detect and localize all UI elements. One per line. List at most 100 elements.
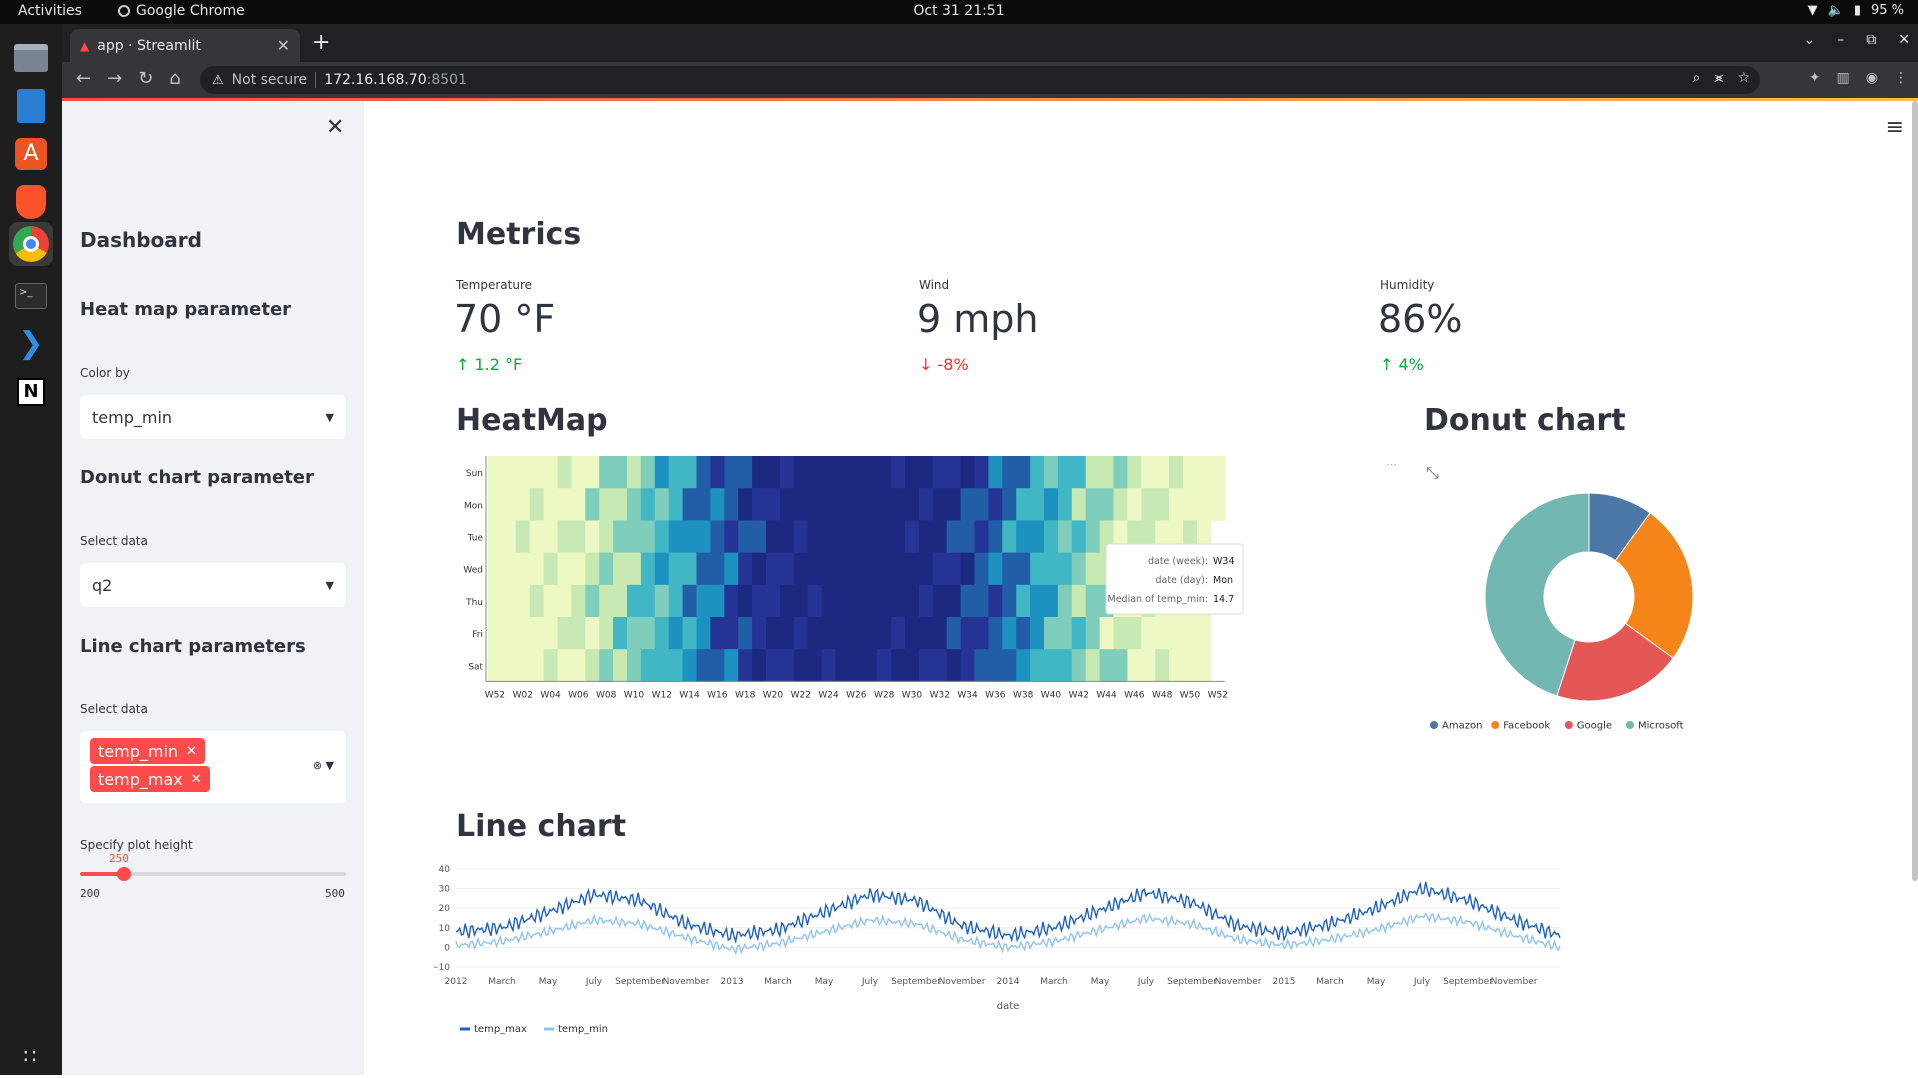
remove-chip-icon[interactable]: ✕ (186, 743, 197, 759)
writer-icon[interactable] (9, 84, 53, 128)
heatmap-cell (724, 584, 739, 618)
height-slider-value: 250 (109, 852, 129, 865)
activities-button[interactable]: Activities (18, 3, 82, 19)
heatmap-cell (1141, 456, 1156, 489)
legend-label: Google (1577, 721, 1612, 732)
forward-icon[interactable]: → (107, 68, 123, 89)
system-tray[interactable]: ▼ 🔈 ▮ 95 % (1808, 3, 1904, 18)
notion-icon[interactable]: N (9, 370, 53, 414)
heatmap-cell (515, 456, 531, 489)
heatmap-cell (918, 520, 934, 554)
heatmap-cell (863, 488, 878, 521)
heatmap-cell (752, 488, 767, 521)
main-menu-icon[interactable]: ≡ (1885, 115, 1904, 140)
heatmap-cell (1057, 649, 1073, 682)
tooltip-label: Median of temp_min: (1108, 594, 1208, 605)
heatmap-cell (1071, 649, 1087, 682)
side-panel-icon[interactable]: ▥ (1836, 70, 1850, 86)
heatmap-cell (918, 552, 934, 586)
heatmap-cell (654, 552, 670, 586)
home-icon[interactable]: ⌂ (169, 68, 181, 89)
metric-value: 70 °F (454, 297, 556, 341)
chip-temp-min[interactable]: temp_min ✕ (90, 738, 205, 764)
clock[interactable]: Oct 31 21:51 (913, 3, 1005, 19)
maximize-icon[interactable]: ⧉ (1866, 32, 1877, 48)
app-center-icon[interactable]: A (9, 132, 53, 176)
tab-search-icon[interactable]: ⌄ (1803, 32, 1816, 48)
security-label[interactable]: Not secure (231, 72, 308, 88)
files-icon[interactable] (9, 36, 53, 80)
heatmap-cell (571, 617, 586, 650)
new-tab-button[interactable]: + (312, 30, 331, 55)
heatmap-cell (807, 617, 823, 650)
heatmap-cell (1099, 649, 1114, 682)
x-tick-label: September (891, 977, 941, 987)
reload-icon[interactable]: ↻ (138, 68, 154, 89)
heatmap-cell (571, 488, 586, 521)
heatmap-cell (807, 649, 823, 682)
close-window-icon[interactable]: ✕ (1898, 32, 1910, 48)
heatmap-cell (960, 552, 975, 586)
heatmap-col-label: W16 (707, 690, 728, 700)
clear-chevron-icon[interactable]: ⊗ ▼ (312, 759, 334, 772)
page-scrollbar[interactable] (1912, 101, 1918, 881)
profile-avatar-icon[interactable]: ◉ (1865, 70, 1878, 86)
chrome-menu-icon[interactable]: ⋮ (1894, 70, 1908, 86)
metric-delta-value: -8% (937, 355, 969, 374)
heatmap-cell (682, 617, 697, 650)
expand-icon[interactable]: ⤡ (1426, 463, 1439, 482)
chip-temp-max[interactable]: temp_max ✕ (90, 766, 210, 792)
height-slider[interactable] (80, 867, 346, 881)
heatmap-cell (682, 488, 697, 521)
heatmap-cell (1085, 617, 1101, 650)
heatmap-cell (1155, 488, 1170, 521)
app-menu[interactable]: Google Chrome (118, 3, 245, 19)
heatmap-cell (501, 649, 517, 682)
terminal-icon[interactable]: >_ (9, 274, 53, 318)
heatmap-cell (668, 552, 684, 586)
back-icon[interactable]: ← (76, 68, 92, 89)
heatmap-cell (766, 584, 781, 618)
chrome-icon[interactable] (9, 222, 53, 266)
vscode-icon[interactable]: ❯ (18, 326, 44, 361)
donut-data-select[interactable]: q2 ▼ (80, 563, 346, 607)
heatmap-cell (988, 649, 1003, 682)
heatmap-chart[interactable]: Sun Mon Tue Wed Thu Fri Sat W52 W02 W04 W06 W08 W10 W… (456, 456, 1406, 761)
heatmap-cell (1169, 649, 1184, 682)
remove-chip-icon[interactable]: ✕ (190, 771, 202, 787)
heatmap-cell (863, 649, 878, 682)
heatmap-col-label: W04 (540, 690, 561, 700)
line-data-multiselect[interactable]: temp_min ✕ temp_max ✕ ⊗ ▼ (80, 731, 346, 803)
address-bar[interactable]: ⚠ Not secure 172.16.168.70:8501 ⌕ ⪤ ☆ (200, 66, 1760, 94)
heatmap-cell (710, 552, 725, 586)
app-grid-icon[interactable]: ∷ (23, 1044, 39, 1068)
slider-thumb[interactable] (117, 867, 132, 881)
heatmap-col-label: W18 (735, 690, 756, 700)
heatmap-cell (585, 456, 600, 489)
warning-icon[interactable]: ⚠ (212, 72, 224, 88)
heatmap-row-label: Tue (467, 534, 484, 544)
close-sidebar-icon[interactable]: ✕ (326, 115, 345, 140)
heatmap-cell (1044, 584, 1059, 618)
color-by-select[interactable]: temp_min ▼ (80, 395, 346, 439)
extensions-icon[interactable]: ✦ (1808, 70, 1821, 86)
donut-param-header: Donut chart parameter (80, 467, 314, 488)
zoom-icon[interactable]: ⌕ (1692, 70, 1701, 86)
minimize-icon[interactable]: – (1837, 32, 1845, 48)
heatmap-cell (571, 584, 586, 618)
chart-actions-icon: ⋯ (1386, 458, 1397, 471)
heatmap-cell (1183, 617, 1198, 650)
streamlit-decoration-stripe (62, 98, 1918, 101)
share-icon[interactable]: ⪤ (1714, 70, 1724, 86)
heatmap-cell (849, 649, 864, 682)
browser-tab[interactable]: ▲ app · Streamlit ✕ (70, 29, 300, 62)
brave-icon[interactable] (9, 180, 53, 224)
heatmap-cell (1085, 488, 1101, 521)
heatmap-col-label: W20 (763, 690, 784, 700)
bookmark-star-icon[interactable]: ☆ (1737, 70, 1750, 86)
donut-chart[interactable]: Amazon Facebook Google Microsoft (1424, 481, 1714, 771)
heatmap-cell (724, 552, 739, 586)
heatmap-cell (1141, 617, 1156, 650)
close-tab-icon[interactable]: ✕ (276, 36, 290, 55)
